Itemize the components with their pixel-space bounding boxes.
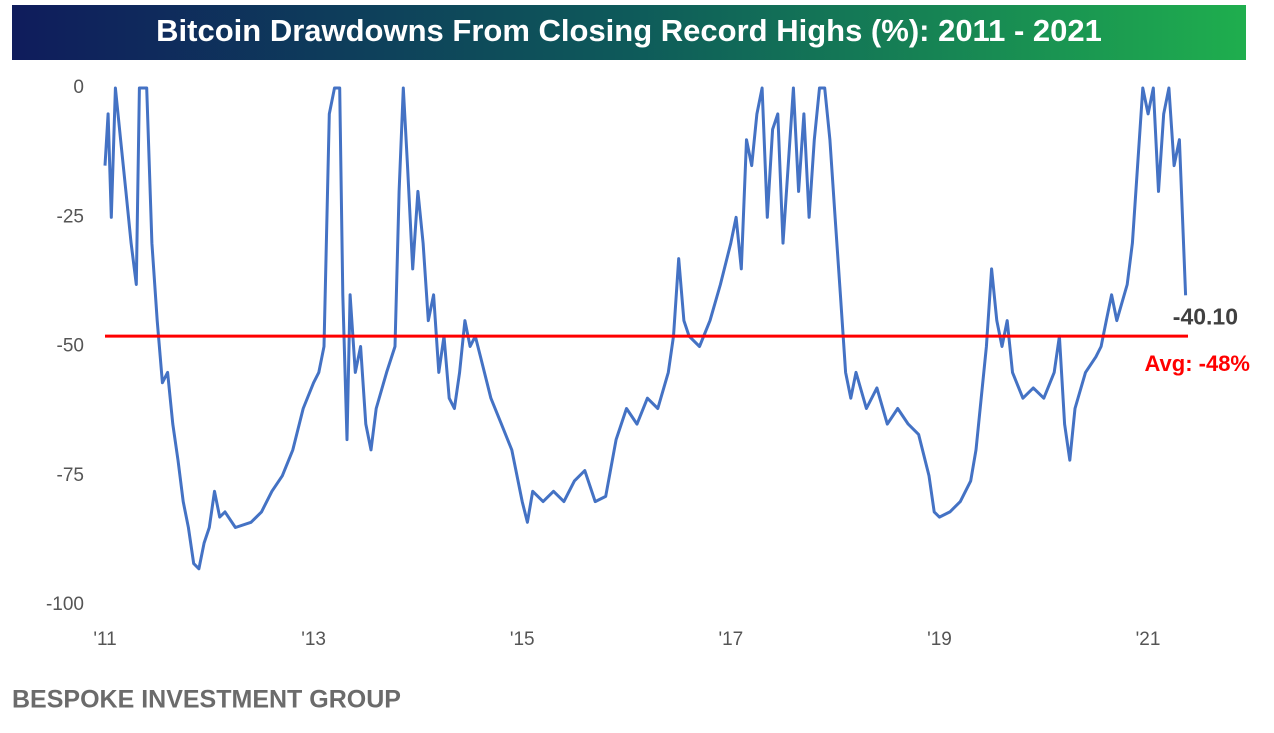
average-label: Avg: -48% — [1144, 351, 1250, 376]
y-tick-label: -75 — [57, 465, 84, 486]
y-tick-label: 0 — [73, 77, 84, 98]
x-tick-label: '15 — [510, 629, 535, 650]
x-tick-label: '17 — [718, 629, 743, 650]
x-tick-label: '13 — [301, 629, 326, 650]
title-banner — [12, 5, 1246, 60]
end-value-label: -40.10 — [1173, 303, 1238, 329]
y-tick-label: -100 — [46, 594, 84, 615]
x-tick-label: '19 — [927, 629, 952, 650]
x-tick-label: '11 — [93, 629, 116, 650]
y-tick-label: -50 — [57, 336, 84, 357]
line-series — [103, 86, 1188, 571]
y-tick-label: -25 — [57, 206, 84, 227]
source: BESPOKE INVESTMENT GROUP — [12, 686, 401, 714]
x-tick-label: '21 — [1136, 629, 1161, 650]
chart-title: Bitcoin Drawdowns From Closing Record Hi… — [156, 13, 1102, 48]
